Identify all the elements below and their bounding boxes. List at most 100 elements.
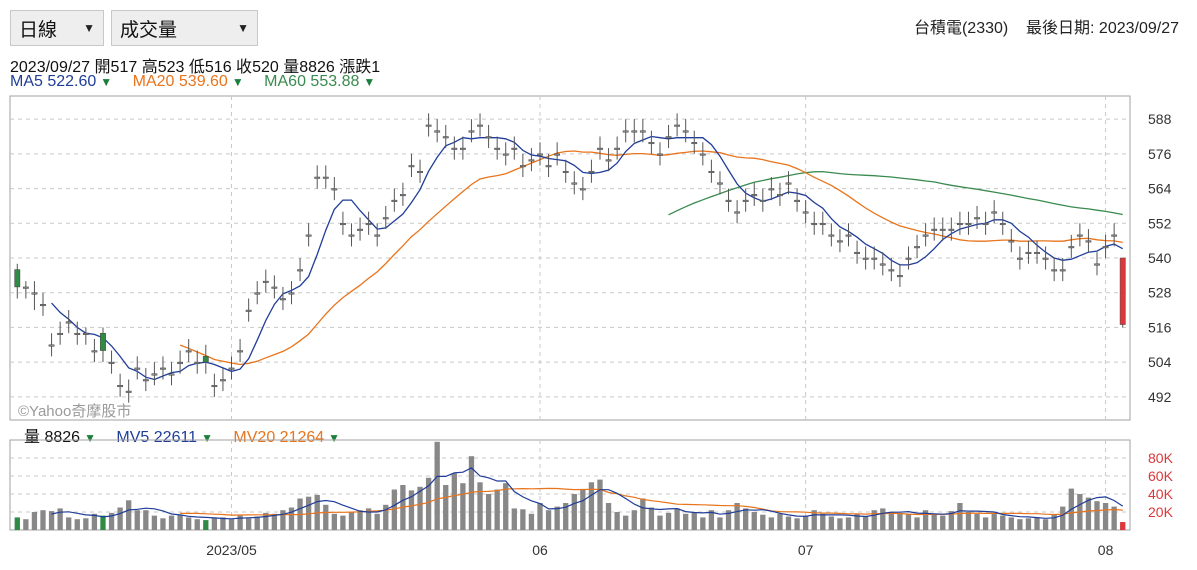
volume-tick-label: 60K: [1148, 468, 1174, 484]
vol-legend: 量 8826: [24, 429, 80, 446]
price-tick-label: 588: [1148, 111, 1172, 127]
volume-bar: [74, 519, 80, 530]
volume-bar: [91, 513, 98, 530]
price-grid: [9, 95, 1131, 421]
candle-body: [657, 153, 663, 156]
candle-body: [494, 147, 501, 150]
volume-bar: [588, 482, 595, 530]
volume-bar: [220, 517, 226, 530]
candle-body: [991, 211, 998, 214]
volume-bar: [186, 517, 192, 530]
volume-bar: [177, 514, 183, 530]
volume-bar: [974, 513, 980, 530]
candle-body: [1059, 269, 1066, 272]
candle-body: [1094, 263, 1100, 266]
close-value: 520: [252, 59, 279, 76]
volume-bar: [785, 516, 792, 530]
volume-bar: [48, 511, 55, 530]
candle-body: [922, 234, 929, 237]
volume-bar: [571, 494, 577, 530]
candle-body: [485, 136, 492, 139]
candle-body: [417, 170, 423, 173]
candle-body: [254, 292, 261, 295]
candle-body: [1076, 234, 1083, 237]
candle-body: [674, 124, 681, 127]
volume-bar: [263, 512, 269, 530]
ma20-name: MA20: [132, 73, 175, 90]
period-select[interactable]: 日線 ▼: [10, 10, 104, 46]
close-label: 收: [236, 59, 253, 76]
price-tick-label: 492: [1148, 389, 1172, 405]
volume-bar: [631, 510, 637, 530]
triangle-down-icon: ▼: [201, 431, 213, 445]
indicator-select[interactable]: 成交量 ▼: [111, 10, 258, 46]
candle-body: [905, 257, 912, 260]
volume-bar: [734, 503, 740, 530]
volume-bar: [494, 489, 500, 530]
volume-bar: [391, 489, 397, 530]
stock-name: 台積電(2330): [913, 20, 1009, 37]
watermark: ©Yahoo奇摩股市: [18, 402, 131, 420]
candle-body: [1051, 269, 1058, 272]
candle-body: [939, 228, 946, 231]
candle-body: [914, 246, 920, 249]
candle-body: [888, 269, 895, 272]
volume-bar: [811, 510, 817, 530]
volume-bar: [126, 500, 132, 530]
candle-body: [151, 373, 158, 376]
candle-body: [845, 234, 852, 237]
candle-body: [348, 234, 355, 237]
volume-bar: [905, 513, 912, 530]
volume-bar: [1042, 519, 1049, 530]
volume-bar: [31, 512, 38, 530]
volume-bar: [931, 513, 937, 530]
volume-bar: [862, 516, 869, 530]
candle-body: [828, 234, 835, 237]
volume-legend: 量 8826 ▼ MV5 22611 ▼ MV20 21264 ▼: [24, 423, 356, 447]
last-date: 2023/09/27: [1098, 20, 1179, 37]
candle-body: [340, 223, 346, 226]
volume-bar: [537, 503, 543, 530]
candle-body: [708, 170, 715, 173]
candle-body: [357, 228, 363, 231]
candle-body: [682, 130, 689, 133]
candle-body: [117, 385, 124, 388]
volume-bar: [1008, 517, 1014, 530]
volume-bar: [648, 507, 655, 530]
volume-bar: [194, 519, 200, 530]
mv5-name: MV5: [116, 429, 150, 446]
volume-bar: [563, 503, 569, 530]
price-tick-label: 576: [1148, 146, 1172, 162]
triangle-down-icon: ▼: [363, 75, 376, 89]
candle-body: [588, 170, 595, 173]
candle-body: [1085, 240, 1092, 243]
volume-bar: [854, 513, 860, 530]
candle-body: [982, 223, 989, 226]
candle-body: [1068, 246, 1075, 249]
candle-body: [665, 136, 672, 139]
volume-bar: [940, 515, 946, 530]
volume-bar: [168, 515, 175, 530]
volume-bar: [237, 515, 243, 530]
volume-bar: [117, 507, 123, 530]
candle-body: [648, 142, 655, 145]
mv-lines: [51, 467, 1124, 520]
candle-body: [1042, 257, 1049, 260]
candle-body: [459, 147, 466, 150]
candle-body: [74, 332, 81, 335]
candle-body: [1025, 251, 1032, 254]
volume-bar: [451, 473, 457, 530]
volume-bar: [14, 517, 20, 530]
candle-body: [245, 309, 252, 312]
volume-bar: [957, 503, 963, 530]
volume-bar: [554, 506, 560, 530]
candle-body: [502, 153, 509, 156]
ma-legend: MA5 522.60 ▼ MA20 539.60 ▼ MA60 553.88 ▼: [10, 73, 391, 91]
volume-bar: [357, 510, 363, 530]
candle-body: [194, 361, 201, 364]
axis-labels: 492 504 516 528 540 552 564 576 588 20K 40K 60K 80K 2…: [206, 111, 1174, 558]
candle-body: [108, 361, 115, 364]
candle-body: [271, 286, 278, 289]
candle-body: [408, 165, 415, 168]
ma-lines: [51, 135, 1124, 381]
